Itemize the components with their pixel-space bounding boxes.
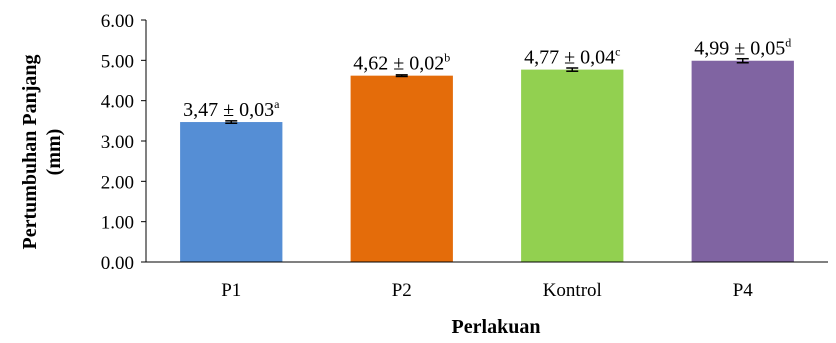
y-tick-label: 2.00: [101, 172, 134, 193]
data-label: 4,99 ± 0,05d: [694, 36, 791, 60]
bar: [521, 69, 624, 262]
data-label: 4,77 ± 0,04c: [524, 45, 620, 69]
bar: [180, 122, 283, 262]
y-tick-label: 4.00: [101, 92, 134, 113]
category-label: P2: [392, 280, 412, 301]
y-axis-title: Pertumbuhan Panjang (mm): [19, 54, 65, 249]
y-axis-title-line-1: Pertumbuhan Panjang: [19, 54, 41, 249]
bars-group: 3,47 ± 0,03a 4,62 ± 0,02b 4,77 ± 0,04c 4,99…: [180, 36, 794, 263]
bar: [350, 75, 453, 262]
y-axis-ticks: 0.00 1.00 2.00 3.00 4.00 5.00 6.00: [101, 11, 134, 274]
axes: [141, 19, 828, 263]
category-label: Kontrol: [543, 280, 602, 301]
category-label: P4: [733, 280, 754, 301]
data-label: 4,62 ± 0,02b: [353, 51, 450, 75]
y-axis-title-line-2: (mm): [43, 129, 65, 176]
y-tick-label: 0.00: [101, 253, 134, 274]
data-label: 3,47 ± 0,03a: [183, 97, 280, 121]
y-tick-label: 3.00: [101, 132, 134, 153]
bar: [691, 60, 794, 263]
x-axis-title: Perlakuan: [452, 316, 541, 338]
y-tick-label: 1.00: [101, 213, 134, 234]
y-tick-label: 6.00: [101, 11, 134, 32]
category-labels: P1 P2 Kontrol P4: [221, 280, 753, 301]
y-tick-label: 5.00: [101, 51, 134, 72]
category-label: P1: [221, 280, 241, 301]
